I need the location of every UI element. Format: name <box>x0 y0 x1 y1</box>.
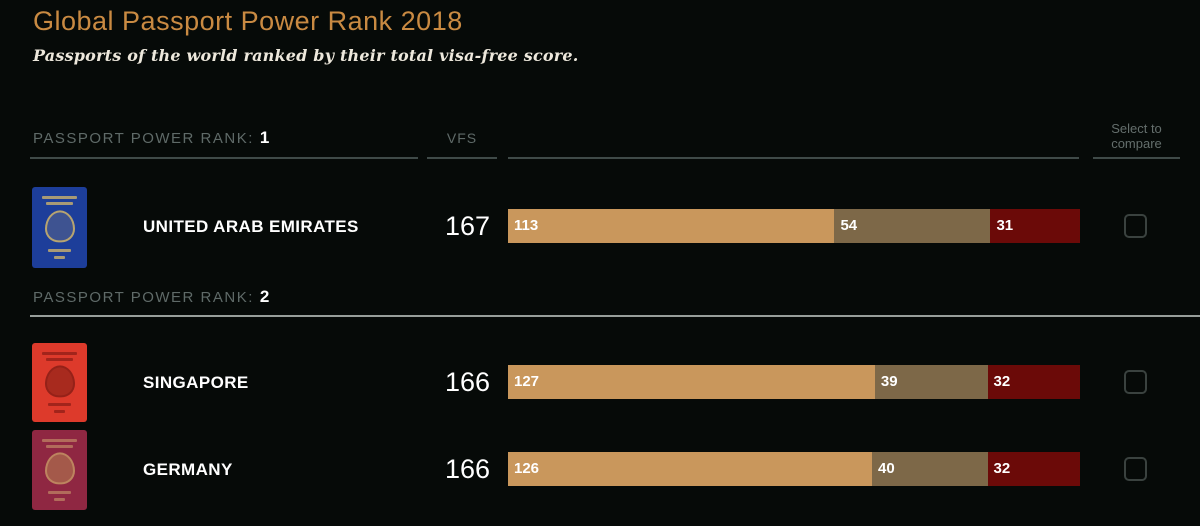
visa-on-arrival-segment: 39 <box>874 365 988 399</box>
uae-passport-image[interactable] <box>32 187 87 268</box>
compare-checkbox[interactable] <box>1124 370 1147 394</box>
compare-checkbox[interactable] <box>1124 457 1147 481</box>
visa-free-segment: 126 <box>508 452 872 486</box>
rank-header-group-1: PASSPORT POWER RANK: 1 <box>33 128 270 148</box>
vfs-score: 166 <box>444 367 490 397</box>
passport-emblem-icon <box>44 209 75 242</box>
country-name[interactable]: GERMANY <box>143 460 233 479</box>
visa-free-segment: 113 <box>508 209 835 243</box>
singapore-passport-image[interactable] <box>32 343 87 422</box>
page-subtitle: Passports of the world ranked by their t… <box>33 46 579 65</box>
underline-bar-column <box>508 157 1079 159</box>
passport-emblem-icon <box>44 364 75 397</box>
visa-free-segment: 127 <box>508 365 875 399</box>
visa-required-segment: 32 <box>987 452 1080 486</box>
rank-header-group-2: PASSPORT POWER RANK: 2 <box>33 287 270 307</box>
visa-required-segment: 32 <box>987 365 1080 399</box>
rank-number: 1 <box>259 128 270 147</box>
country-name[interactable]: UNITED ARAB EMIRATES <box>143 217 359 236</box>
vfs-score: 167 <box>444 211 490 241</box>
underline-vfs-column <box>427 157 497 159</box>
underline-rank-column <box>30 157 418 159</box>
passport-emblem-icon <box>44 452 75 485</box>
vfs-score: 166 <box>444 454 490 484</box>
visa-on-arrival-segment: 54 <box>834 209 991 243</box>
underline-compare-column <box>1093 157 1180 159</box>
compare-column-header: Select to compare <box>1111 121 1162 151</box>
visa-required-segment: 31 <box>990 209 1080 243</box>
passport-row-uae: UNITED ARAB EMIRATES 167 113 54 31 <box>0 187 1200 269</box>
group-divider <box>30 315 1200 317</box>
visa-breakdown-bar: 126 40 32 <box>508 452 1080 486</box>
page-title: Global Passport Power Rank 2018 <box>33 6 463 36</box>
country-name[interactable]: SINGAPORE <box>143 373 249 392</box>
rank-label: PASSPORT POWER RANK: <box>33 289 254 306</box>
compare-checkbox[interactable] <box>1124 214 1147 238</box>
passport-row-germany: GERMANY 166 126 40 32 <box>0 430 1200 512</box>
passport-row-singapore: SINGAPORE 166 127 39 32 <box>0 343 1200 425</box>
visa-on-arrival-segment: 40 <box>872 452 988 486</box>
visa-breakdown-bar: 113 54 31 <box>508 209 1080 243</box>
vfs-column-header: VFS <box>446 130 478 146</box>
rank-number: 2 <box>259 287 270 306</box>
germany-passport-image[interactable] <box>32 430 87 510</box>
visa-breakdown-bar: 127 39 32 <box>508 365 1080 399</box>
rank-label: PASSPORT POWER RANK: <box>33 130 254 147</box>
